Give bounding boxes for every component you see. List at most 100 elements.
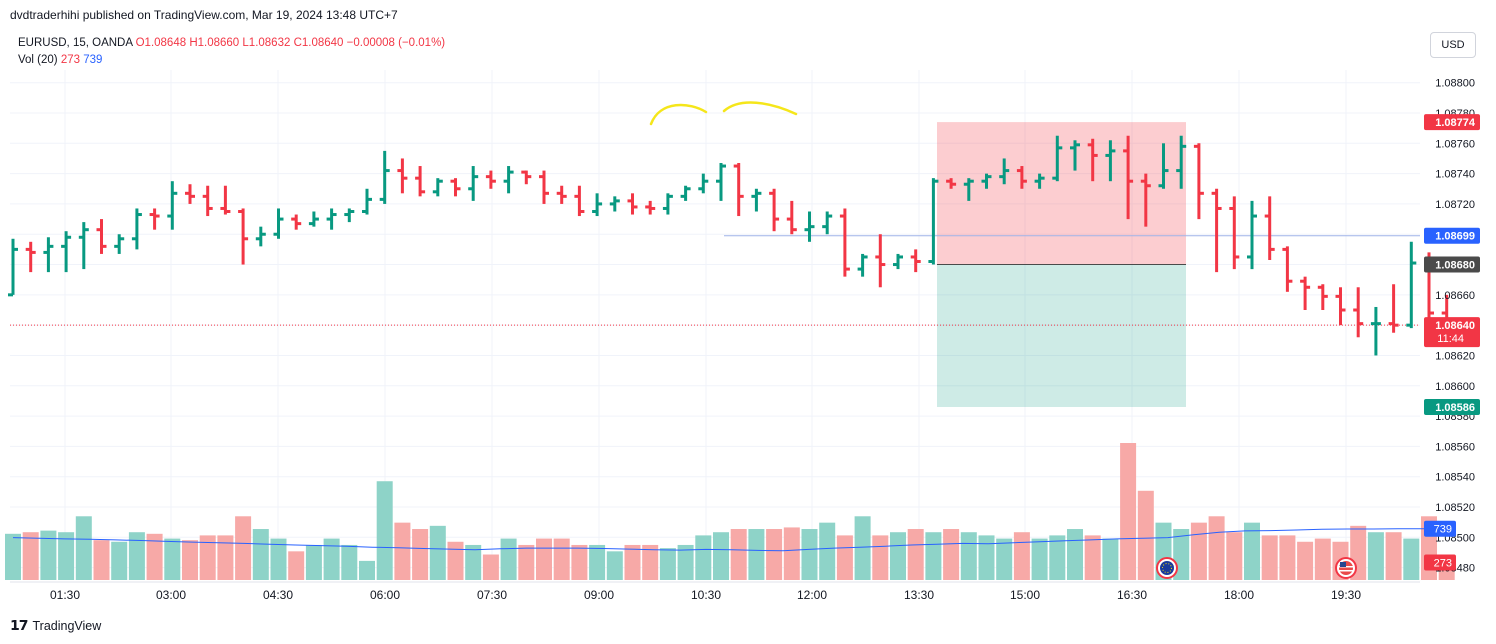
ohlc-bar bbox=[238, 208, 249, 265]
chart-grid bbox=[10, 70, 1420, 583]
volume-bar bbox=[1244, 522, 1260, 580]
volume-bar bbox=[58, 532, 75, 580]
ohlc-bar bbox=[875, 234, 886, 288]
price-tick-label: 1.08660 bbox=[1435, 290, 1475, 302]
volume-bar bbox=[1049, 535, 1066, 580]
ohlc-bar bbox=[485, 170, 496, 189]
symbol-label[interactable]: EURUSD, 15, OANDA bbox=[18, 37, 133, 49]
ohlc-bar bbox=[1300, 276, 1311, 311]
countdown-label: 11:44 bbox=[1437, 333, 1464, 345]
ohlc-bar bbox=[1406, 241, 1417, 329]
open-value: O1.08648 bbox=[135, 37, 187, 49]
time-tick-label: 13:30 bbox=[904, 588, 934, 602]
ohlc-bar bbox=[1158, 143, 1169, 189]
chart-legend: EURUSD, 15, OANDA O1.08648 H1.08660 L1.0… bbox=[18, 35, 445, 69]
volume-bar bbox=[589, 544, 606, 580]
ohlc-bar bbox=[804, 211, 815, 242]
ohlc-bar bbox=[857, 253, 868, 277]
volume-bars bbox=[5, 443, 1455, 580]
time-tick-label: 01:30 bbox=[50, 588, 80, 602]
price-tick-label: 1.08760 bbox=[1435, 138, 1475, 150]
volume-bar bbox=[819, 522, 836, 580]
ohlc-bar bbox=[946, 178, 957, 189]
ohlc-bar bbox=[769, 188, 780, 232]
volume-bar bbox=[1208, 516, 1225, 580]
volume-bar bbox=[1031, 538, 1048, 580]
time-tick-label: 15:00 bbox=[1010, 588, 1040, 602]
ohlc-bar bbox=[61, 231, 72, 273]
ohlc-bar bbox=[1176, 135, 1187, 189]
volume-bar bbox=[518, 544, 535, 580]
ohlc-bar bbox=[1388, 284, 1399, 333]
ohlc-bar bbox=[468, 166, 479, 201]
volume-ma-line bbox=[12, 528, 1451, 552]
economic-event-eu[interactable] bbox=[1156, 557, 1178, 579]
entry-price-badge-bg bbox=[1424, 256, 1480, 273]
currency-button[interactable]: USD bbox=[1430, 32, 1476, 58]
ohlc-bar bbox=[131, 208, 142, 250]
ohlc-bar bbox=[432, 178, 443, 197]
ohlc-bar bbox=[521, 170, 532, 185]
economic-event-us[interactable] bbox=[1335, 557, 1357, 579]
volume-bar bbox=[270, 538, 287, 580]
volume-indicator-label[interactable]: Vol (20) bbox=[18, 54, 58, 66]
ohlc-bar bbox=[326, 208, 337, 230]
target-price-badge: 1.08586 bbox=[1424, 398, 1480, 415]
time-tick-label: 18:00 bbox=[1224, 588, 1254, 602]
hand-drawings[interactable] bbox=[649, 101, 798, 126]
price-tick-label: 1.08800 bbox=[1435, 78, 1475, 90]
time-axis[interactable]: 01:30 03:00 04:30 06:00 07:30 09:00 10:30 12:00… bbox=[50, 588, 1361, 602]
close-value: C1.08640 bbox=[293, 37, 344, 49]
ohlc-bar bbox=[556, 185, 567, 204]
price-tick-label: 1.08520 bbox=[1435, 502, 1475, 514]
ohlc-bar bbox=[1370, 306, 1381, 356]
volume-bar bbox=[571, 544, 588, 580]
low-value: L1.08632 bbox=[242, 37, 291, 49]
volume-bar bbox=[1226, 532, 1243, 580]
volume-bar bbox=[1279, 535, 1296, 580]
volume-bar bbox=[872, 535, 889, 580]
ohlc-bar bbox=[291, 214, 302, 230]
ohlc-bar bbox=[167, 181, 178, 230]
volume-bar bbox=[394, 522, 411, 580]
ohlc-bar bbox=[114, 234, 125, 254]
volume-bar bbox=[412, 529, 429, 580]
volume-bar bbox=[1084, 535, 1101, 580]
volume-bar bbox=[341, 544, 358, 580]
volume-bar bbox=[1385, 532, 1402, 580]
volume-bar bbox=[907, 529, 924, 580]
current-price-label: 1.08640 bbox=[1435, 320, 1475, 332]
volume-bar bbox=[323, 538, 340, 580]
ohlc-bar bbox=[733, 163, 744, 217]
volume-bar bbox=[5, 533, 21, 580]
volume-ma-badge-bg bbox=[1424, 520, 1456, 537]
ohlc-bar bbox=[1105, 140, 1116, 182]
ohlc-bar bbox=[680, 185, 691, 201]
ohlc-bar bbox=[1211, 188, 1222, 273]
drawing-arc-right bbox=[722, 101, 798, 116]
ohlc-bar bbox=[362, 188, 372, 215]
volume-bar bbox=[659, 548, 676, 580]
volume-bar bbox=[730, 529, 747, 580]
ohlc-bar bbox=[751, 188, 762, 212]
ohlc-bar bbox=[928, 178, 939, 265]
volume-bar bbox=[1403, 538, 1420, 580]
ohlc-bar bbox=[539, 170, 549, 204]
tradingview-footer[interactable]: 𝟭𝟳 TradingView bbox=[10, 617, 101, 634]
ohlc-bar bbox=[1016, 166, 1027, 189]
time-tick-label: 10:30 bbox=[691, 588, 721, 602]
ohlc-bar bbox=[185, 184, 195, 204]
time-tick-label: 09:00 bbox=[584, 588, 614, 602]
price-tick-label: 1.08720 bbox=[1435, 199, 1475, 211]
volume-bar bbox=[978, 535, 995, 580]
volume-bar bbox=[111, 541, 128, 580]
ohlc-bar bbox=[786, 200, 797, 235]
target-price-badge-bg bbox=[1424, 398, 1480, 415]
volume-badge-label: 273 bbox=[1434, 558, 1452, 570]
ohlc-bar bbox=[149, 208, 160, 230]
ohlc-bar bbox=[308, 211, 319, 227]
ohlc-bar bbox=[202, 185, 213, 217]
volume-bar bbox=[606, 551, 623, 580]
